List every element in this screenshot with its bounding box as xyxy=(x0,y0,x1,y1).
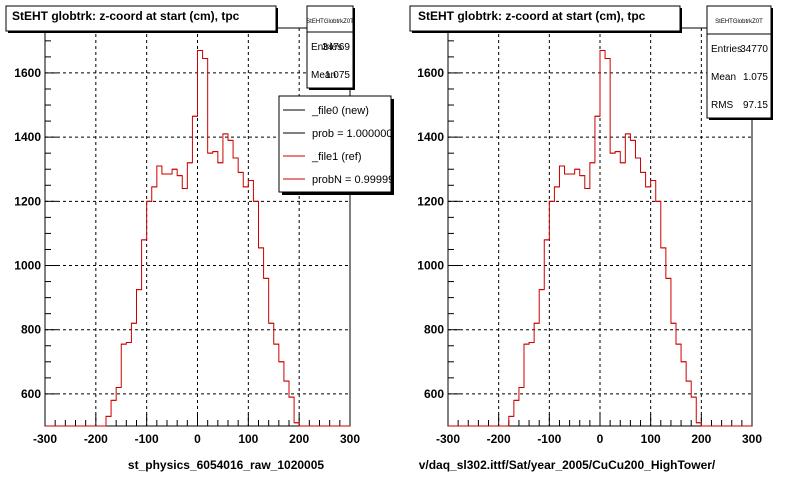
x-tick-label: -100 xyxy=(135,432,159,446)
legend: _file0 (new) prob = 1.000000 _file1 (ref) p… xyxy=(283,105,394,186)
legend-label: probN = 0.99999 xyxy=(312,174,394,186)
x-tick-label: -200 xyxy=(487,432,511,446)
y-tick-label: 1000 xyxy=(417,259,444,273)
stats-name: StEHTGlobtrkZ0T xyxy=(306,19,354,25)
x-tick-label: 200 xyxy=(289,432,309,446)
histogram-pad-2: -300 -200 -100 0 100 200 300 600 800 1000 1200 1400… xyxy=(409,5,773,472)
histogram-series xyxy=(448,49,752,427)
y-tick-label: 1600 xyxy=(14,66,41,80)
stats-value: 97.15 xyxy=(743,100,768,111)
stats-value: 1.075 xyxy=(743,72,768,83)
histogram-pad-1: -300 -200 -100 0 100 200 300 600 800 1000 1200 1400… xyxy=(5,5,394,472)
y-tick-label: 800 xyxy=(424,323,444,337)
legend-label: _file0 (new) xyxy=(311,105,369,117)
y-tick-label: 1400 xyxy=(417,130,444,144)
chart-title: StEHT globtrk: z-coord at start (cm), tp… xyxy=(418,9,646,23)
y-tick-label: 1400 xyxy=(14,130,41,144)
x-tick-label: 100 xyxy=(641,432,661,446)
title-box xyxy=(5,5,277,32)
y-tick-label: 1600 xyxy=(417,66,444,80)
x-tick-label: -300 xyxy=(33,432,57,446)
stats-box xyxy=(306,5,354,89)
legend-label: prob = 1.000000 xyxy=(312,128,392,140)
stats-name: StEHTGlobtrkZ0T xyxy=(715,19,763,25)
x-tick-label: 100 xyxy=(238,432,258,446)
y-tick-label: 600 xyxy=(21,387,41,401)
x-axis-title: v/daq_sl302.ittf/Sat/year_2005/CuCu200_H… xyxy=(419,458,716,472)
stats-label: RMS xyxy=(711,100,734,111)
stats-label: Entries xyxy=(311,42,342,53)
stats-value: 1.075 xyxy=(325,70,350,81)
stats-label: Entries xyxy=(711,44,742,55)
y-tick-label: 1200 xyxy=(14,194,41,208)
x-tick-label: -100 xyxy=(537,432,561,446)
x-tick-label: 300 xyxy=(742,432,762,446)
x-tick-label: 200 xyxy=(691,432,711,446)
x-tick-label: 0 xyxy=(194,432,201,446)
y-tick-label: 1000 xyxy=(14,259,41,273)
legend-label: _file1 (ref) xyxy=(311,151,362,163)
x-tick-label: -300 xyxy=(436,432,460,446)
stats-value: 34769 xyxy=(322,42,350,53)
stats-label: Mean xyxy=(311,70,336,81)
stats-value: 34770 xyxy=(740,44,768,55)
stats-label: Mean xyxy=(711,72,736,83)
y-tick-label: 600 xyxy=(424,387,444,401)
x-axis-title: st_physics_6054016_raw_1020005 xyxy=(128,458,324,472)
chart-title: StEHT globtrk: z-coord at start (cm), tp… xyxy=(12,9,240,23)
title-box xyxy=(409,5,681,32)
stats-box xyxy=(706,5,772,119)
y-tick-label: 800 xyxy=(21,323,41,337)
y-tick-label: 1200 xyxy=(417,194,444,208)
x-tick-label: 0 xyxy=(597,432,604,446)
x-tick-label: 300 xyxy=(340,432,360,446)
legend-box xyxy=(278,95,392,193)
x-tick-label: -200 xyxy=(84,432,108,446)
